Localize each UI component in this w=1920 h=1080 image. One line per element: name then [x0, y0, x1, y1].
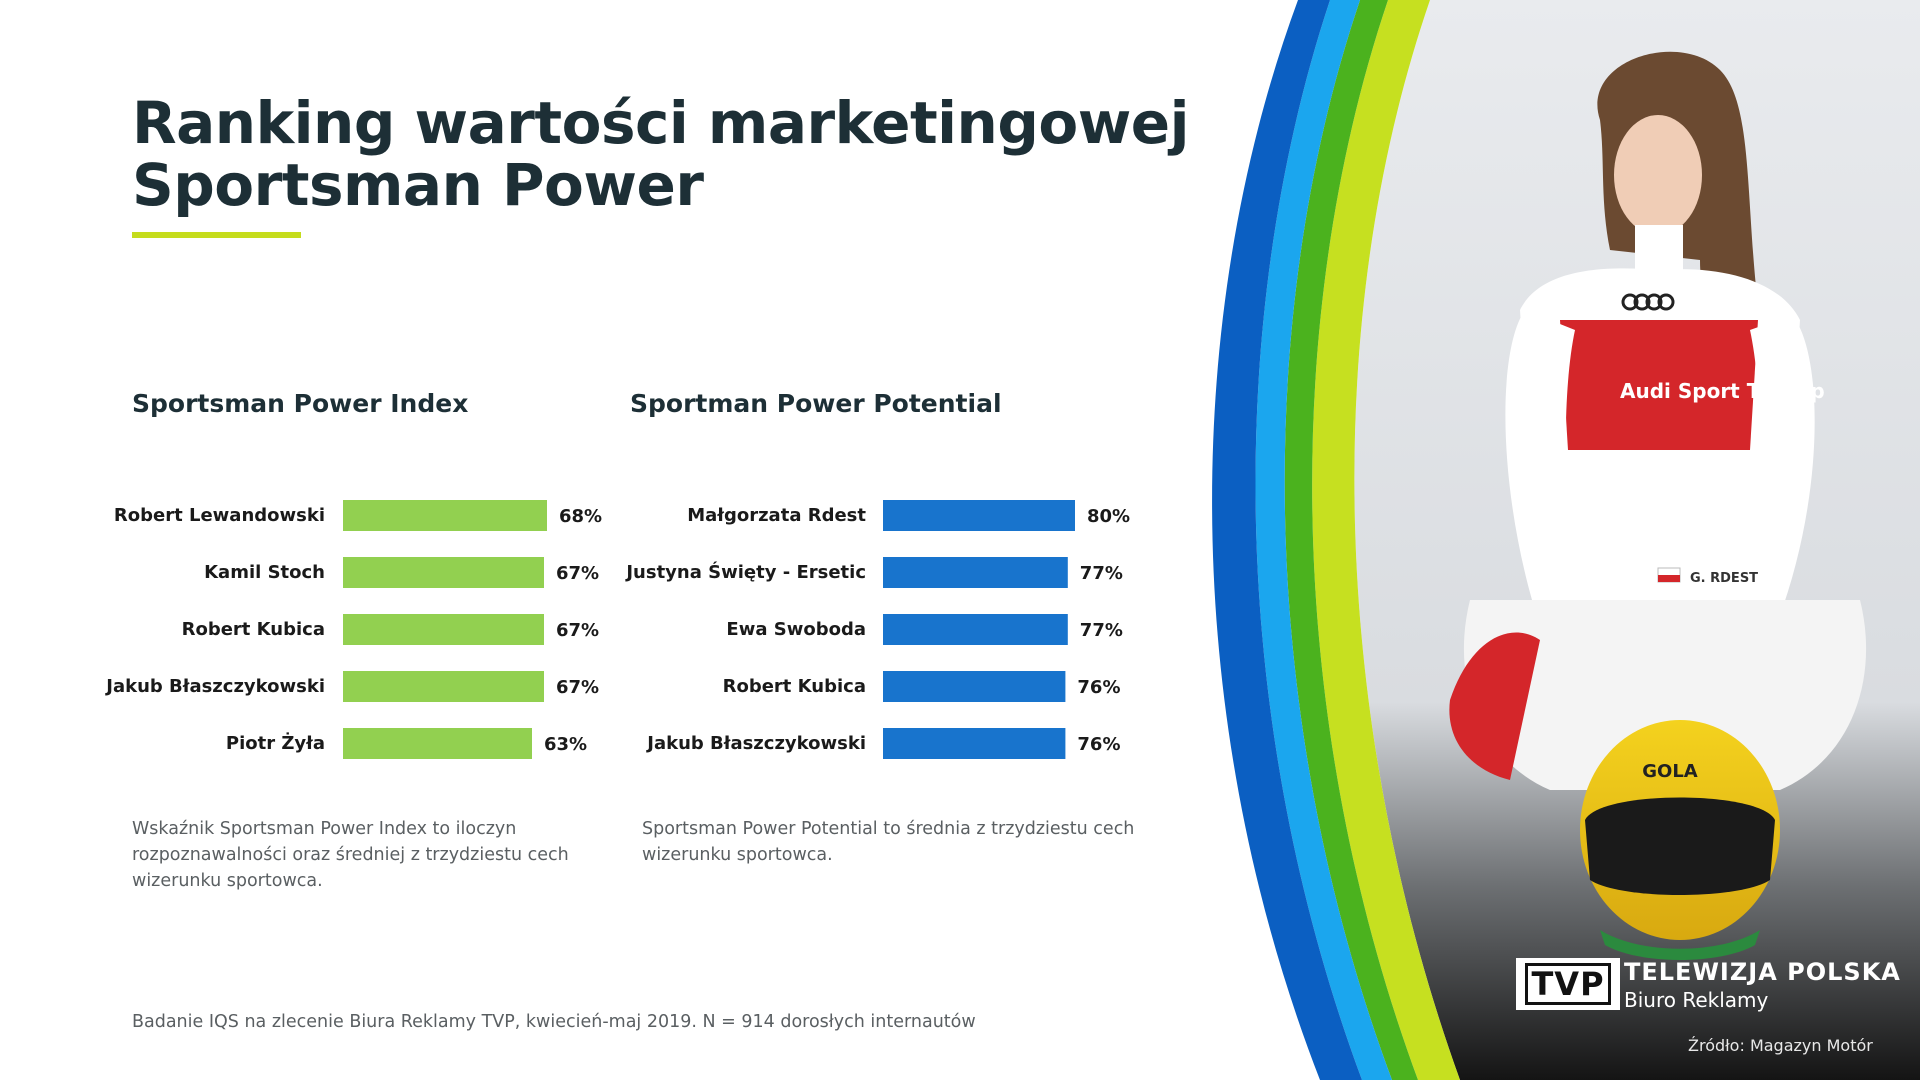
category-label: Robert Lewandowski [114, 505, 325, 526]
bar [343, 614, 544, 645]
value-label: 67% [556, 563, 599, 584]
value-label: 67% [556, 620, 599, 641]
potential-chart-title: Sportman Power Potential [630, 389, 1002, 418]
page-title: Ranking wartości marketingowej Sportsman… [132, 89, 1190, 219]
index-description-line: rozpoznawalności oraz średniej z trzydzi… [132, 845, 569, 865]
index-description-line: Wskaźnik Sportsman Power Index to iloczy… [132, 819, 517, 839]
light-blue-curve [1255, 0, 1392, 1080]
value-label: 63% [544, 734, 587, 755]
footer-note: Badanie IQS na zlecenie Biura Reklamy TV… [132, 1012, 976, 1032]
bar [883, 557, 1068, 588]
green-curve [1284, 0, 1418, 1080]
lime-curve [1312, 0, 1460, 1080]
index-description: Wskaźnik Sportsman Power Index to iloczy… [132, 816, 602, 894]
index-bar-chart: Robert Lewandowski 68% Kamil Stoch 67% Rober… [104, 500, 602, 759]
bar [883, 614, 1068, 645]
suit-text: Audi Sport TT Cup [1620, 379, 1825, 403]
bar [343, 671, 544, 702]
photo-source-note: Źródło: Magazyn Motór [1688, 1036, 1873, 1055]
page-title-line1: Ranking wartości marketingowej [132, 89, 1190, 157]
bar [343, 557, 544, 588]
title-underline [132, 232, 301, 238]
bar [343, 728, 532, 759]
tvp-logo-icon: TVP [1516, 958, 1620, 1010]
bar [883, 728, 1066, 759]
brand-logo-block: TVP TELEWIZJA POLSKA Biuro Reklamy [1516, 958, 1900, 1018]
potential-description-line: Sportsman Power Potential to średnia z t… [642, 819, 1135, 839]
value-label: 68% [559, 506, 602, 527]
driver-figure: GOLA Audi Sport TT Cup G. RDEST [1449, 51, 1867, 960]
category-label: Robert Kubica [182, 619, 325, 640]
value-label: 77% [1080, 620, 1123, 641]
helmet-text: GOLA [1642, 761, 1698, 782]
category-label: Kamil Stoch [204, 562, 325, 583]
bar [883, 500, 1075, 531]
bar [883, 671, 1066, 702]
category-label: Robert Kubica [723, 676, 866, 697]
index-chart-title: Sportsman Power Index [132, 389, 469, 418]
value-label: 77% [1080, 563, 1123, 584]
category-label: Justyna Święty - Ersetic [624, 561, 866, 583]
page-title-line2: Sportsman Power [132, 151, 704, 219]
category-label: Piotr Żyła [226, 732, 325, 754]
dark-blue-curve [1212, 0, 1362, 1080]
value-label: 76% [1077, 677, 1120, 698]
brand-name: TELEWIZJA POLSKA [1624, 958, 1901, 986]
value-label: 67% [556, 677, 599, 698]
category-label: Jakub Błaszczykowski [645, 733, 866, 754]
potential-bar-chart: Małgorzata Rdest 80% Justyna Święty - Erse… [624, 500, 1130, 759]
category-label: Małgorzata Rdest [687, 505, 866, 526]
category-label: Jakub Błaszczykowski [104, 676, 325, 697]
value-label: 76% [1077, 734, 1120, 755]
suit-name-tag: G. RDEST [1690, 571, 1758, 586]
brand-subtitle: Biuro Reklamy [1624, 988, 1769, 1012]
index-description-line: wizerunku sportowca. [132, 871, 323, 891]
potential-description-line: wizerunku sportowca. [642, 845, 833, 865]
value-label: 80% [1087, 506, 1130, 527]
photo-panel: GOLA Audi Sport TT Cup G. RDEST [1212, 0, 1920, 1080]
category-label: Ewa Swoboda [726, 619, 866, 640]
audi-rings-icon [1621, 293, 1675, 311]
bar [343, 500, 547, 531]
tvp-logo-text: TVP [1525, 963, 1611, 1005]
potential-description: Sportsman Power Potential to średnia z t… [642, 816, 1182, 868]
